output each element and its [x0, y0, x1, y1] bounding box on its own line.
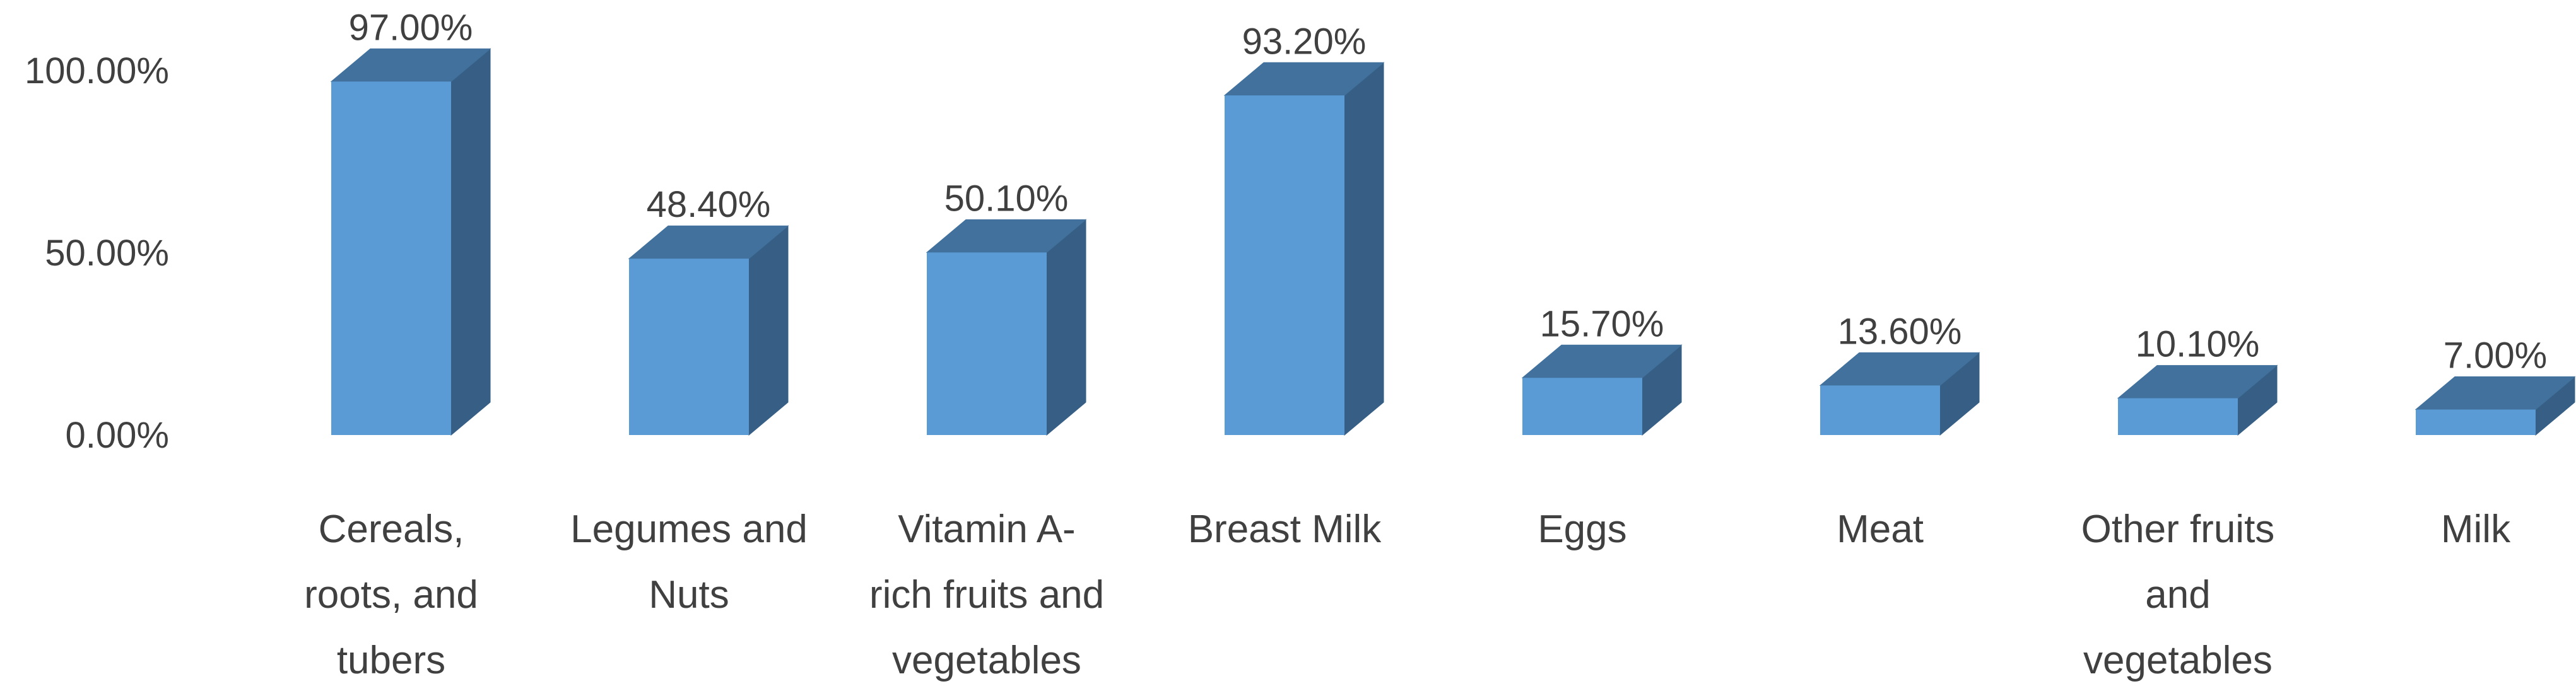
category-label-line: Meat: [1837, 508, 1924, 551]
bar-side: [1344, 62, 1384, 436]
category-label: Eggs: [1538, 508, 1626, 551]
bar-front: [1820, 385, 1940, 435]
category-label: Vitamin A-rich fruits and vegetables: [869, 508, 1104, 682]
bar-side: [748, 225, 789, 436]
category-label-line: Other fruits: [2081, 508, 2275, 551]
bars: [330, 48, 2576, 436]
bar-front: [927, 252, 1047, 435]
category-label: Milk: [2441, 508, 2511, 551]
category-label: Other fruits and vegetables: [2081, 508, 2275, 682]
category-label-line: Breast Milk: [1188, 508, 1382, 551]
category-label-line: vegetables: [2083, 639, 2273, 682]
y-tick-label: 50.00%: [45, 233, 169, 274]
data-label: 13.60%: [1838, 311, 1962, 352]
category-label: Legumes and Nuts: [570, 508, 808, 617]
data-label: 97.00%: [349, 7, 473, 48]
bar-front: [2416, 409, 2536, 435]
bar-side: [1046, 219, 1086, 436]
y-tick-label: 100.00%: [25, 50, 169, 91]
category-label-line: vegetables: [892, 639, 1081, 682]
bar: [1819, 352, 1980, 436]
category-label-line: tubers: [337, 639, 445, 682]
category-label-line: and: [2145, 573, 2210, 617]
data-label: 48.40%: [647, 184, 771, 225]
bar: [330, 48, 491, 436]
category-label-line: Nuts: [649, 573, 729, 617]
category-label-line: Eggs: [1538, 508, 1626, 551]
bar: [1521, 344, 1683, 436]
data-label: 7.00%: [2444, 335, 2547, 376]
bar: [1223, 62, 1385, 436]
category-label-line: Cereals,: [319, 508, 464, 551]
category-label-line: Milk: [2441, 508, 2511, 551]
bar: [926, 219, 1087, 436]
category-label-line: roots, and: [304, 573, 478, 617]
bar-front: [629, 258, 749, 435]
data-label: 50.10%: [944, 178, 1069, 219]
x-axis: Cereals, roots, and tubers Legumes and Nuts V…: [304, 508, 2511, 682]
bar-side: [450, 48, 491, 436]
data-label: 93.20%: [1242, 21, 1367, 62]
bar-front: [1225, 95, 1344, 435]
category-label: Meat: [1837, 508, 1924, 551]
bar-front: [1522, 378, 1642, 435]
data-labels: 97.00% 48.40% 50.10% 93.20% 15.70% 13.60% 10.1…: [349, 7, 2548, 376]
category-label-line: Vitamin A-: [898, 508, 1075, 551]
y-tick-label: 0.00%: [66, 415, 169, 456]
bar-front: [2118, 398, 2238, 435]
data-label: 10.10%: [2136, 324, 2260, 365]
category-label-line: rich fruits and: [869, 573, 1104, 617]
category-label-line: Legumes and: [570, 508, 808, 551]
bar: [628, 225, 789, 436]
category-label: Breast Milk: [1188, 508, 1382, 551]
data-label: 15.70%: [1540, 303, 1664, 344]
bar: [2117, 364, 2278, 436]
category-label: Cereals, roots, and tubers: [304, 508, 478, 682]
y-axis: 0.00% 50.00% 100.00%: [25, 50, 169, 456]
bar-front: [331, 81, 451, 436]
bar: [2414, 376, 2576, 436]
